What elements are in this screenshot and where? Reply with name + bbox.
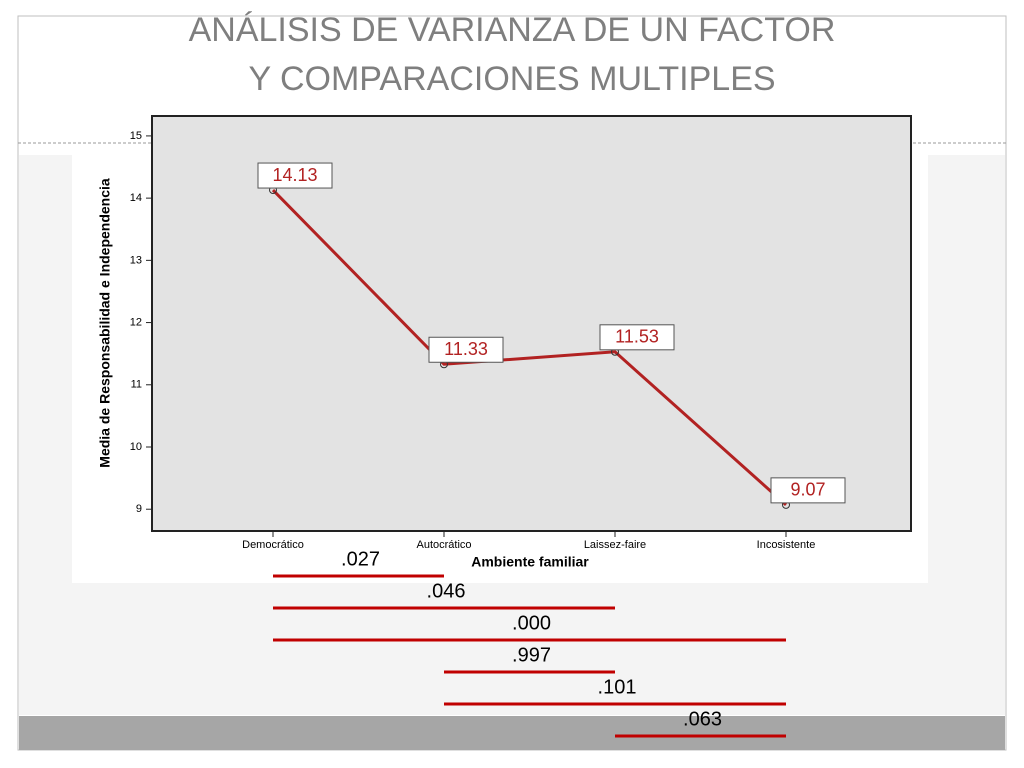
- y-tick-label: 14: [130, 192, 142, 204]
- value-label-box: [770, 477, 846, 504]
- value-label-box: [599, 324, 675, 351]
- value-label-box: [257, 162, 333, 189]
- comparison-p-value: .027: [341, 548, 380, 570]
- value-label: 9.07: [790, 480, 825, 500]
- x-axis-label: Ambiente familiar: [471, 554, 589, 570]
- comparison-p-value: .000: [512, 612, 551, 634]
- plot-area: [151, 115, 912, 532]
- comparison-p-value: .997: [512, 644, 551, 666]
- x-tick-label: Incosistente: [757, 539, 816, 551]
- comparison-p-value: .063: [683, 708, 722, 730]
- comparison-p-value: .046: [427, 580, 466, 602]
- y-tick-label: 11: [131, 379, 142, 391]
- y-tick-label: 13: [130, 254, 142, 266]
- y-tick-label: 15: [130, 130, 142, 142]
- title-line: ANÁLISIS DE VARIANZA DE UN FACTOR: [189, 11, 836, 49]
- y-tick-label: 12: [130, 316, 142, 328]
- y-tick-label: 10: [130, 441, 142, 453]
- x-tick-label: Autocrático: [416, 539, 471, 551]
- x-tick-label: Democrático: [242, 539, 304, 551]
- comparison-p-value: .101: [598, 676, 637, 698]
- value-label: 11.33: [444, 339, 488, 359]
- title-line: Y COMPARACIONES MULTIPLES: [248, 60, 775, 98]
- value-label-box: [428, 336, 504, 363]
- value-label: 14.13: [272, 165, 317, 185]
- data-line: [271, 188, 788, 506]
- value-label: 11.53: [615, 327, 659, 347]
- x-tick-label: Laissez-faire: [584, 539, 646, 551]
- y-axis-label: Media de Responsabilidad e Independencia: [97, 178, 113, 468]
- footer-band: [19, 716, 1005, 750]
- y-tick-label: 9: [136, 503, 142, 515]
